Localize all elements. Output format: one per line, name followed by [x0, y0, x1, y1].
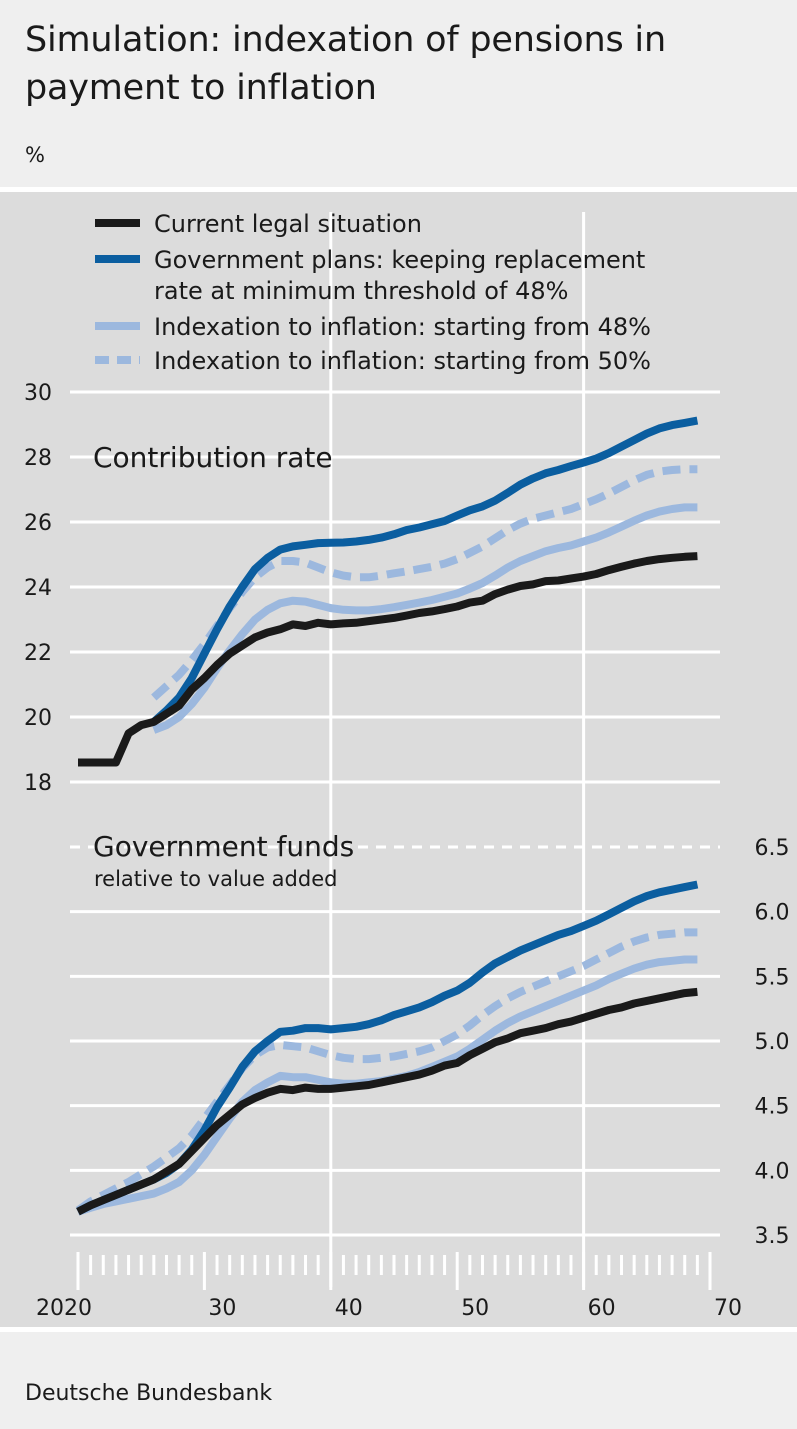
source-note: Deutsche Bundesbank: [25, 1381, 273, 1406]
x-tick-label-2030: 30: [208, 1296, 236, 1321]
y-tick-label-0-5: 28: [24, 446, 52, 471]
chart-svg: Current legal situation Government plans…: [24, 210, 790, 1321]
series-0-infl50: [151, 465, 698, 701]
top-panel-title: Contribution rate: [93, 441, 333, 474]
x-tick-label-2070: 70: [714, 1296, 742, 1321]
legend-label-infl48: Indexation to inflation: starting from 4…: [154, 313, 651, 341]
bottom-panel-title: Government funds: [93, 830, 354, 863]
y-tick-label-1-6: 6.5: [755, 836, 790, 861]
y-tick-label-0-3: 24: [24, 576, 52, 601]
legend-label-government-line2: rate at minimum threshold of 48%: [154, 277, 568, 305]
x-tick-label-2060: 60: [588, 1296, 616, 1321]
x-tick-label-2050: 50: [461, 1296, 489, 1321]
series-1-government: [76, 880, 699, 1216]
y-tick-label-1-3: 5.0: [755, 1030, 790, 1055]
tick-layer: 18 20 22 24 26 28 30 3.5 4.0 4.5 5.0 5.5 6.0 6.5 2020 3…: [24, 381, 790, 1321]
y-tick-label-1-5: 6.0: [755, 901, 790, 926]
y-tick-label-0-1: 20: [24, 706, 52, 731]
y-tick-label-1-1: 4.0: [755, 1159, 790, 1184]
series-0-government: [151, 416, 699, 725]
y-tick-label-1-4: 5.5: [755, 965, 790, 990]
y-tick-label-0-4: 26: [24, 511, 52, 536]
y-tick-label-1-2: 4.5: [755, 1095, 790, 1120]
bottom-panel-subtitle: relative to value added: [94, 867, 337, 891]
series-1-infl50: [75, 928, 698, 1214]
text-layer: Current legal situation Government plans…: [93, 210, 651, 891]
series-0-current: [78, 552, 698, 767]
y-tick-label-1-0: 3.5: [755, 1224, 790, 1249]
y-tick-label-0-6: 30: [24, 381, 52, 406]
legend-label-infl50: Indexation to inflation: starting from 5…: [154, 347, 651, 375]
chart-panel: Current legal situation Government plans…: [0, 187, 797, 1332]
series-layer: [75, 416, 699, 1216]
legend-label-current: Current legal situation: [154, 210, 422, 238]
series-0-infl48: [152, 503, 698, 734]
y-tick-label-0-2: 22: [24, 641, 52, 666]
x-tick-label-2040: 40: [335, 1296, 363, 1321]
unit-label: %: [25, 143, 45, 167]
x-tick-label-2020: 2020: [36, 1296, 92, 1321]
legend-label-government: Government plans: keeping replacement: [154, 246, 645, 274]
chart-title: Simulation: indexation of pensions in pa…: [25, 20, 666, 108]
series-1-current: [76, 987, 698, 1216]
y-tick-label-0-0: 18: [24, 771, 52, 796]
